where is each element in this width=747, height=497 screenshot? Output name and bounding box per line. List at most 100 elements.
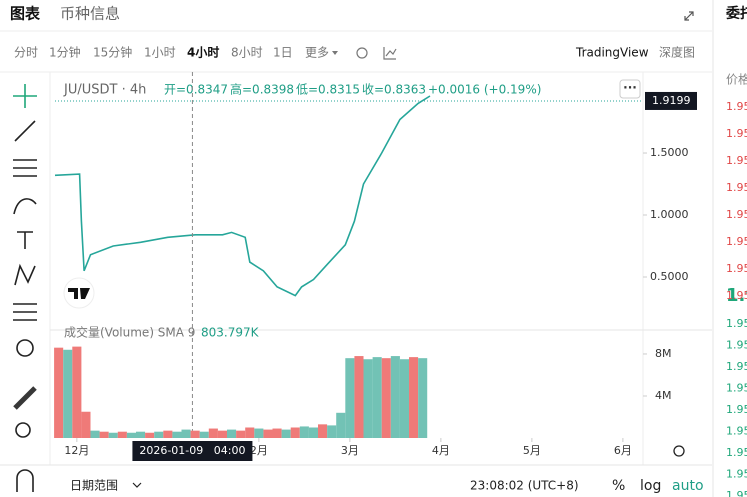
sidebar-price: 1.95 [726, 360, 747, 373]
volume-bar [126, 432, 136, 438]
interval[interactable]: 15分钟 [93, 45, 132, 60]
y-tick-label: 4M [655, 389, 672, 402]
volume-bar [308, 427, 319, 438]
line-tool[interactable] [14, 120, 36, 142]
legend-open: 开=0.8347 [164, 83, 228, 97]
volume-bar [245, 427, 255, 438]
interval[interactable]: 8小时 [231, 46, 263, 60]
y-tick-label: 8M [655, 347, 672, 360]
volume-bar [363, 359, 373, 438]
view-tab[interactable]: 深度图 [659, 45, 695, 60]
x-tick-label: 3月 [341, 444, 359, 457]
sidebar-price: 1.95 [726, 382, 747, 395]
volume-bar [318, 424, 328, 438]
percent-toggle[interactable]: % [612, 478, 625, 494]
sidebar-title: 委托 [725, 5, 747, 22]
date-range[interactable]: 日期范围 [70, 479, 118, 493]
volume-bar [181, 429, 191, 438]
log-toggle[interactable]: log [640, 478, 661, 494]
volume-bar [354, 356, 364, 438]
logo-bg [63, 277, 95, 309]
legend-low: 低=0.8315 [296, 83, 360, 97]
volume-legend: 成交量(Volume) SMA 9 [64, 325, 195, 340]
forecast-tool[interactable] [13, 303, 37, 321]
zoom-tool[interactable] [15, 422, 31, 438]
volume-bar [254, 428, 264, 438]
sidebar-price: 1.95 [726, 489, 747, 497]
dropdown-icon[interactable] [132, 482, 142, 488]
x-tick-label: 12月 [64, 444, 89, 457]
tab[interactable]: 币种信息 [60, 5, 120, 23]
sidebar-big: 1.9 [726, 285, 747, 306]
volume-bar [81, 411, 91, 438]
toolbar [13, 84, 37, 492]
ruler-tool[interactable] [13, 386, 37, 410]
fib-tool[interactable] [13, 159, 37, 177]
auto-toggle[interactable]: auto [672, 478, 704, 494]
volume-bar [372, 357, 382, 438]
sidebar-price: 1.95 [726, 446, 747, 459]
volume-bar [172, 431, 182, 438]
volume-bar [90, 430, 100, 438]
logo-shape [68, 288, 90, 299]
volume-bar [54, 347, 64, 438]
sidebar-price: 1.95 [726, 235, 747, 248]
legend-high: 高=0.8398 [230, 82, 294, 97]
volume-bar [345, 358, 355, 438]
volume-bar [381, 358, 391, 438]
crosshair-tool[interactable] [13, 84, 37, 108]
volume-bar [399, 359, 410, 438]
interval[interactable]: 1分钟 [49, 45, 81, 60]
volume-bar [409, 357, 419, 438]
volume-bar [327, 425, 337, 438]
text-tool[interactable] [17, 231, 33, 249]
sidebar-price: 1.95 [726, 468, 747, 481]
sidebar-price: 1.95 [726, 339, 747, 352]
volume-bar [145, 432, 155, 438]
sidebar-price: 1.95 [726, 208, 747, 221]
brush-tool[interactable] [13, 198, 37, 215]
magnet-tool[interactable] [16, 469, 34, 492]
y-tick-label: 1.5000 [650, 146, 689, 159]
x-tick-label: 5月 [523, 444, 541, 457]
settings-icon[interactable] [356, 47, 368, 59]
indicator-icon[interactable] [383, 47, 397, 60]
interval[interactable]: 4小时 [187, 45, 219, 60]
sidebar-price: 1.95 [726, 425, 747, 438]
sidebar-price: 1.95 [726, 100, 747, 113]
volume-bar [163, 430, 173, 438]
volume-bar [99, 431, 109, 438]
interval[interactable]: 更多 [305, 46, 329, 60]
interval[interactable]: 分时 [14, 46, 38, 60]
view-tab[interactable]: TradingView [575, 46, 649, 60]
volume-bar [290, 427, 300, 438]
volume-bar [217, 430, 228, 438]
volume-bar [336, 412, 346, 438]
symbol: JU/USDT · 4h [63, 83, 146, 98]
emoji-tool[interactable] [16, 339, 34, 357]
menu-dots[interactable]: ··· [623, 81, 637, 95]
x-tick-label: 4月 [432, 444, 450, 457]
sidebar-price: 1.95 [726, 262, 747, 275]
volume-bar [72, 346, 82, 438]
volume-bar [208, 428, 218, 438]
menu-button[interactable] [619, 79, 641, 99]
volume-bar [117, 431, 127, 438]
x-tick-label: 2月 [250, 444, 268, 457]
sidebar-price: 1.95 [726, 127, 747, 140]
y-tick-label: 0.5000 [650, 270, 689, 283]
volume-bar [272, 428, 282, 438]
pattern-tool[interactable] [14, 263, 36, 286]
volume-bar [190, 430, 200, 438]
crosshair-label: 2026-01-09 04:00 [139, 444, 245, 457]
interval[interactable]: 1小时 [144, 46, 176, 60]
expand-icon[interactable] [684, 11, 694, 21]
settings-icon[interactable] [673, 445, 685, 457]
volume-bar [199, 431, 209, 438]
volume-bar [135, 431, 146, 438]
interval[interactable]: 1日 [273, 46, 293, 60]
volume-bar [390, 356, 400, 438]
tab[interactable]: 图表 [10, 5, 41, 23]
dropdown-icon [332, 51, 338, 55]
